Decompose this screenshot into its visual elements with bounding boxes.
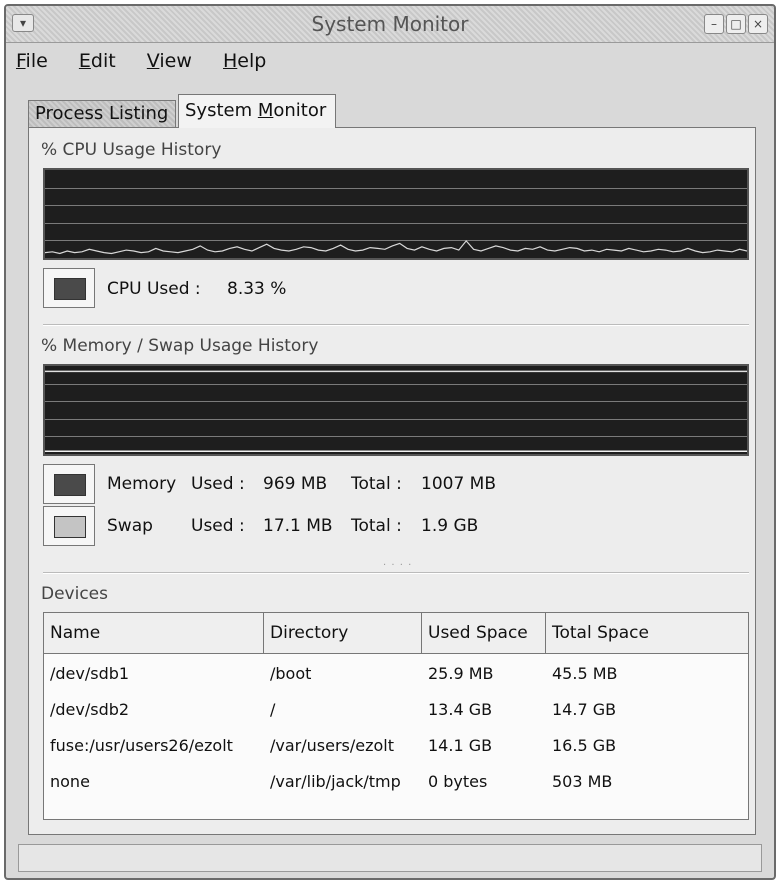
column-header-directory[interactable]: Directory — [264, 613, 422, 653]
devices-section-title: Devices — [41, 584, 108, 604]
memory-total-value: 1007 MB — [421, 474, 496, 494]
memory-used-value: 969 MB — [263, 474, 328, 494]
devices-table: Name Directory Used Space Total Space /d… — [43, 612, 749, 820]
table-row[interactable]: /dev/sdb2 / 13.4 GB 14.7 GB — [44, 693, 748, 727]
cell-used-space: 0 bytes — [428, 772, 488, 791]
cell-total-space: 16.5 GB — [552, 736, 617, 755]
status-bar — [18, 844, 762, 872]
menu-help[interactable]: Help — [223, 50, 267, 72]
tab-process-listing[interactable]: Process Listing — [28, 100, 176, 128]
cpu-used-value: 8.33 % — [227, 279, 287, 299]
cell-used-space: 13.4 GB — [428, 700, 493, 719]
pane-resize-handle[interactable]: · · · · — [383, 560, 413, 571]
window-menu-icon[interactable]: ▾ — [12, 14, 34, 32]
cell-name: /dev/sdb1 — [50, 664, 130, 683]
table-row[interactable]: /dev/sdb1 /boot 25.9 MB 45.5 MB — [44, 657, 748, 691]
swap-total-label: Total : — [351, 516, 402, 536]
cpu-usage-line — [45, 239, 747, 255]
cell-directory: /var/users/ezolt — [270, 736, 395, 755]
cell-name: /dev/sdb2 — [50, 700, 130, 719]
swap-color-swatch — [54, 516, 86, 538]
memory-history-graph — [43, 364, 749, 456]
close-icon[interactable]: × — [748, 14, 768, 34]
column-header-used-space[interactable]: Used Space — [422, 613, 546, 653]
swap-used-label: Used : — [191, 516, 245, 536]
swap-label: Swap — [107, 516, 153, 536]
window-title: System Monitor — [311, 12, 469, 36]
cell-total-space: 45.5 MB — [552, 664, 618, 683]
memory-label: Memory — [107, 474, 177, 494]
divider — [43, 572, 749, 574]
table-row[interactable]: fuse:/usr/users26/ezolt /var/users/ezolt… — [44, 729, 748, 763]
cell-name: fuse:/usr/users26/ezolt — [50, 736, 233, 755]
menu-edit[interactable]: Edit — [78, 50, 116, 72]
table-row[interactable]: none /var/lib/jack/tmp 0 bytes 503 MB — [44, 765, 748, 799]
cpu-history-svg — [45, 188, 747, 255]
memory-used-label: Used : — [191, 474, 245, 494]
memory-history-svg — [45, 370, 747, 452]
cpu-section-title: % CPU Usage History — [41, 140, 222, 160]
cell-name: none — [50, 772, 90, 791]
title-bar[interactable]: ▾ System Monitor – □ × — [6, 6, 774, 43]
system-monitor-window: ▾ System Monitor – □ × File Edit View He… — [4, 4, 776, 880]
swap-color-button[interactable] — [43, 506, 95, 546]
memory-color-swatch — [54, 474, 86, 496]
cell-used-space: 25.9 MB — [428, 664, 494, 683]
cpu-color-swatch — [54, 278, 86, 300]
cpu-history-graph — [43, 168, 749, 260]
swap-total-value: 1.9 GB — [421, 516, 479, 536]
cell-total-space: 503 MB — [552, 772, 613, 791]
menu-bar: File Edit View Help — [16, 50, 292, 80]
memory-total-label: Total : — [351, 474, 402, 494]
cell-directory: /boot — [270, 664, 312, 683]
minimize-icon[interactable]: – — [704, 14, 724, 34]
cpu-used-label: CPU Used : — [107, 279, 201, 299]
tab-system-monitor[interactable]: System Monitor — [178, 94, 336, 128]
cpu-color-button[interactable] — [43, 268, 95, 308]
divider — [43, 324, 749, 326]
menu-view[interactable]: View — [146, 50, 192, 72]
cell-total-space: 14.7 GB — [552, 700, 617, 719]
column-header-total-space[interactable]: Total Space — [552, 623, 649, 643]
cell-directory: / — [270, 700, 276, 719]
cell-used-space: 14.1 GB — [428, 736, 493, 755]
system-monitor-panel: % CPU Usage History CPU Used : 8.33 % % … — [28, 127, 756, 835]
memory-color-button[interactable] — [43, 464, 95, 504]
memory-section-title: % Memory / Swap Usage History — [41, 336, 319, 356]
cell-directory: /var/lib/jack/tmp — [270, 772, 401, 791]
devices-table-header: Name Directory Used Space Total Space — [44, 613, 748, 654]
swap-used-value: 17.1 MB — [263, 516, 333, 536]
maximize-icon[interactable]: □ — [726, 14, 746, 34]
column-header-name[interactable]: Name — [44, 613, 264, 653]
menu-file[interactable]: File — [16, 50, 48, 72]
